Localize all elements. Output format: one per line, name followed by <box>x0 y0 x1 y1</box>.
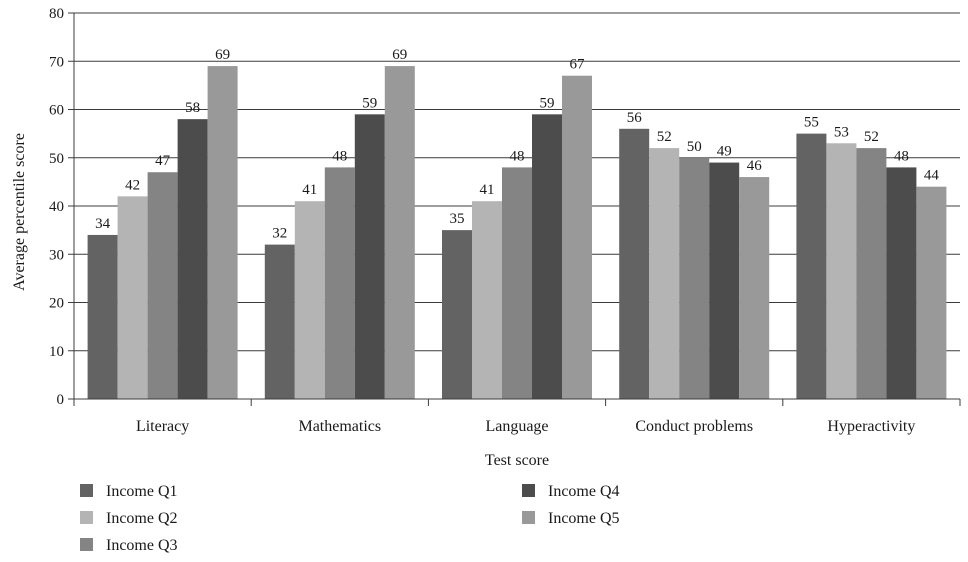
data-label: 56 <box>627 110 643 126</box>
legend-swatch <box>522 484 535 497</box>
bar <box>502 167 532 399</box>
legend-label: Income Q2 <box>106 510 178 527</box>
data-labels: 34 42 47 58 69 32 41 48 59 69 35 41 48 59 67 56 52 50 49 46… <box>95 47 939 242</box>
legend-swatch <box>80 538 93 551</box>
data-label: 69 <box>392 47 407 63</box>
bar <box>264 244 295 399</box>
data-label: 48 <box>332 148 347 164</box>
data-label: 55 <box>804 115 819 131</box>
y-tick-label: 50 <box>49 151 64 167</box>
bar <box>207 66 238 399</box>
bar <box>294 201 325 399</box>
data-label: 50 <box>687 139 702 155</box>
legend-label: Income Q1 <box>106 483 178 500</box>
data-label: 67 <box>570 57 586 73</box>
data-label: 59 <box>362 95 377 111</box>
bar <box>649 148 680 399</box>
x-category-label: Literacy <box>136 418 189 435</box>
bar <box>826 143 857 399</box>
y-tick-label: 80 <box>49 6 64 22</box>
bar <box>679 157 710 399</box>
bar <box>796 133 827 399</box>
data-label: 34 <box>95 216 111 232</box>
data-label: 58 <box>185 100 200 116</box>
bar <box>324 167 355 399</box>
y-tick-label: 20 <box>49 296 64 312</box>
bar <box>87 234 118 399</box>
legend: Income Q1 Income Q2 Income Q3 Income Q4 Inco… <box>80 483 620 554</box>
data-label: 42 <box>125 177 140 193</box>
legend-label: Income Q4 <box>548 483 620 500</box>
data-label: 59 <box>540 95 555 111</box>
bar <box>117 196 148 399</box>
data-label: 69 <box>215 47 230 63</box>
data-label: 46 <box>747 158 763 174</box>
data-label: 47 <box>155 153 171 169</box>
bars <box>87 66 947 400</box>
data-label: 48 <box>510 148 525 164</box>
y-axis-ticks: 0 10 20 30 40 50 60 70 80 <box>49 6 74 408</box>
bar <box>856 148 887 399</box>
y-tick-label: 0 <box>57 392 65 408</box>
bar <box>886 167 917 399</box>
data-label: 44 <box>924 168 940 184</box>
y-tick-label: 70 <box>49 54 64 70</box>
x-axis-categories: Literacy Mathematics Language Conduct probl… <box>136 418 915 435</box>
legend-swatch <box>522 511 535 524</box>
x-category-label: Language <box>485 418 548 435</box>
data-label: 48 <box>894 148 909 164</box>
bar <box>532 114 562 399</box>
data-label: 41 <box>480 182 495 198</box>
bar <box>177 119 208 400</box>
legend-swatch <box>80 511 93 524</box>
y-tick-label: 10 <box>49 344 64 360</box>
x-category-label: Conduct problems <box>635 418 753 435</box>
y-tick-label: 30 <box>49 247 64 263</box>
bar <box>384 66 415 399</box>
bar <box>442 230 472 399</box>
y-tick-label: 40 <box>49 199 64 215</box>
bar <box>619 128 650 400</box>
data-label: 52 <box>657 129 672 145</box>
bar <box>562 75 592 399</box>
data-label: 41 <box>302 182 317 198</box>
data-label: 32 <box>272 226 287 242</box>
data-label: 52 <box>864 129 879 145</box>
legend-swatch <box>80 484 93 497</box>
x-category-label: Mathematics <box>298 418 381 435</box>
bar <box>709 162 740 399</box>
bar <box>354 114 385 399</box>
x-category-label: Hyperactivity <box>827 418 915 435</box>
y-axis-title: Average percentile score <box>11 133 28 291</box>
y-tick-label: 60 <box>49 103 64 119</box>
bar <box>472 201 502 399</box>
bar <box>147 172 178 399</box>
data-label: 53 <box>834 124 849 140</box>
data-label: 49 <box>717 144 732 160</box>
bar <box>916 186 947 399</box>
data-label: 35 <box>450 211 465 227</box>
bar <box>739 177 770 399</box>
legend-label: Income Q5 <box>548 510 620 527</box>
x-axis-title: Test score <box>485 452 549 469</box>
legend-label: Income Q3 <box>106 537 178 554</box>
